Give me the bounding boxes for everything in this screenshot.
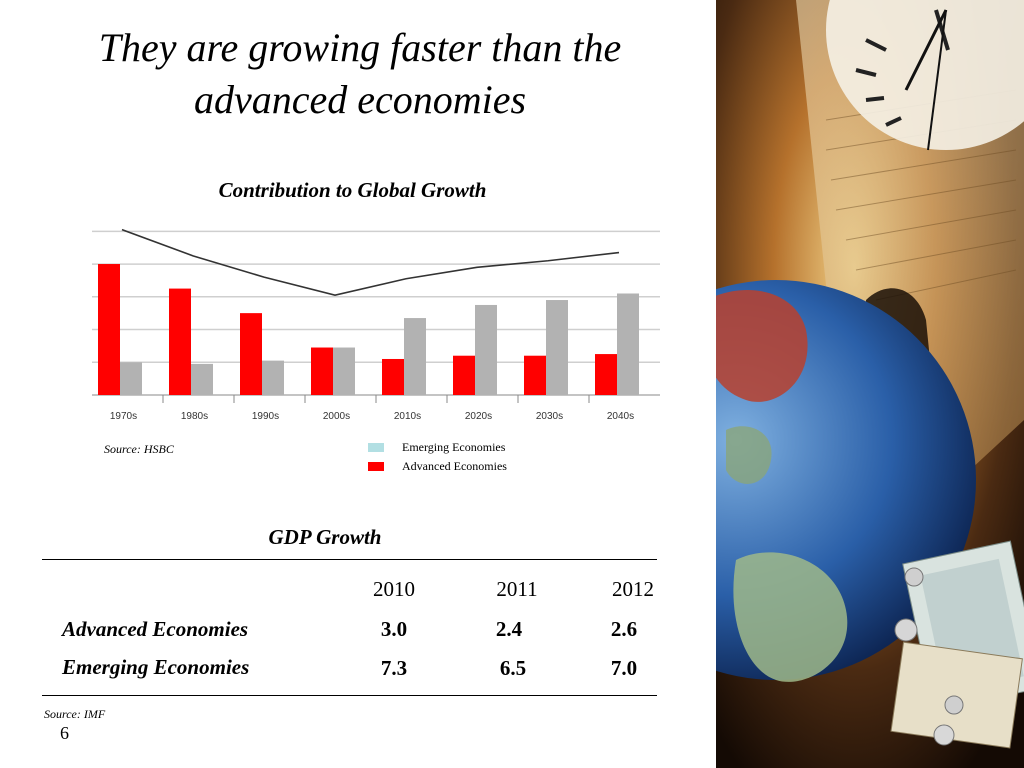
table-row-label-emerging: Emerging Economies (62, 655, 250, 679)
bar-advanced-1970s (98, 264, 120, 395)
bar-advanced-1990s (240, 313, 262, 395)
tick-label-2020s: 2020s (465, 411, 492, 422)
legend-swatch-emerging (368, 443, 384, 452)
collage-artwork (716, 0, 1024, 768)
table-bottom-rule (42, 695, 657, 696)
bar-advanced-2000s (311, 347, 333, 395)
table-source: Source: IMF (44, 707, 106, 721)
bar-advanced-2030s (524, 355, 546, 395)
gdp-table-title: GDP Growth (268, 525, 382, 549)
total-growth-line (121, 228, 620, 296)
legend-item-emerging: Emerging Economies (368, 438, 507, 457)
page-number: 6 (60, 723, 69, 743)
table-row-label-advanced: Advanced Economies (62, 617, 249, 641)
chart-title: Contribution to Global Growth (218, 178, 487, 202)
legend-swatch-advanced (368, 462, 384, 471)
slide-title: They are growing faster than the advance… (30, 22, 690, 126)
tick-label-1990s: 1990s (252, 411, 279, 422)
bar-advanced-2040s (595, 354, 617, 395)
slide-title-line-1: They are growing faster than the (98, 25, 622, 70)
legend-label-advanced: Advanced Economies (402, 459, 507, 473)
table-year-2012: 2012 (612, 577, 654, 601)
bar-advanced-2010s (382, 358, 404, 395)
tick-label-2040s: 2040s (607, 411, 634, 422)
table-year-2010: 2010 (373, 577, 415, 601)
legend-item-advanced: Advanced Economies (368, 457, 507, 476)
tick-label-2000s: 2000s (323, 411, 350, 422)
table-cell-emerging-2010: 7.3 (380, 656, 408, 680)
bar-emerging-2020s (475, 304, 497, 395)
table-cell-advanced-2012: 2.6 (610, 617, 638, 641)
bar-emerging-2000s (333, 347, 355, 395)
tick-label-2030s: 2030s (536, 411, 563, 422)
chart-legend: Emerging Economies Advanced Economies (368, 438, 507, 476)
table-top-rule (42, 559, 657, 560)
bar-emerging-2010s (404, 318, 426, 395)
chart-source: Source: HSBC (104, 442, 174, 456)
finance-collage-image (716, 0, 1024, 768)
tick-label-1980s: 1980s (181, 411, 208, 422)
table-cell-emerging-2012: 7.0 (610, 656, 638, 680)
bar-emerging-1980s (191, 363, 213, 395)
bar-advanced-1980s (169, 288, 191, 395)
table-cell-advanced-2011: 2.4 (495, 617, 523, 641)
contribution-chart: 1970s 1980s 1990s 2000s 2010s 2020s 2030s 2040s (92, 228, 660, 422)
table-year-2011: 2011 (496, 577, 538, 601)
tick-label-2010s: 2010s (394, 411, 421, 422)
slide-title-line-2: advanced economies (193, 77, 527, 122)
tick-label-1970s: 1970s (110, 411, 137, 422)
bar-emerging-1990s (262, 360, 284, 395)
table-cell-advanced-2010: 3.0 (380, 617, 408, 641)
legend-label-emerging: Emerging Economies (402, 440, 506, 454)
bar-emerging-1970s (120, 362, 142, 395)
bar-emerging-2040s (617, 293, 639, 395)
table-cell-emerging-2011: 6.5 (499, 656, 527, 680)
bar-advanced-2020s (453, 355, 475, 395)
bar-emerging-2030s (546, 300, 568, 395)
